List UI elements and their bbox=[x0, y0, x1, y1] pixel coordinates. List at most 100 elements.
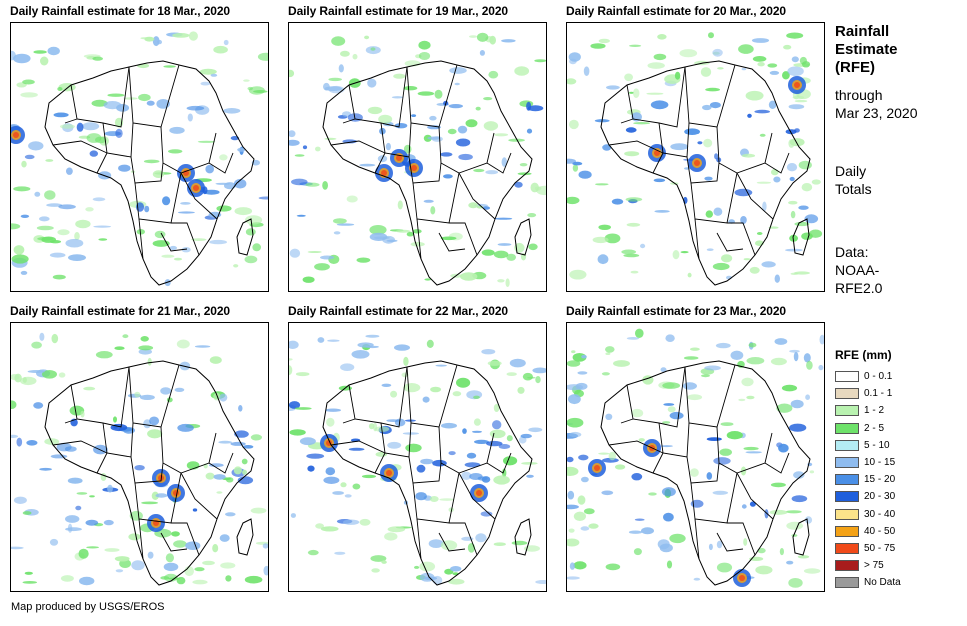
rainfall-patch bbox=[567, 504, 579, 510]
rainfall-patch bbox=[709, 102, 721, 109]
legend-label: 2 - 5 bbox=[864, 422, 885, 434]
rainfall-patch bbox=[216, 491, 223, 494]
rainfall-patch bbox=[457, 125, 468, 134]
rainfall-patch bbox=[778, 443, 789, 453]
rainfall-patch bbox=[13, 186, 31, 192]
rainfall-patch bbox=[663, 403, 675, 406]
rainfall-patch bbox=[11, 223, 21, 230]
rainfall-patch bbox=[771, 168, 779, 176]
rainfall-patch bbox=[13, 245, 25, 255]
country-border bbox=[620, 118, 634, 124]
rainfall-patch bbox=[394, 123, 408, 129]
rainfall-patch bbox=[359, 518, 371, 526]
rainfall-patch bbox=[626, 337, 640, 340]
legend-label: 30 - 40 bbox=[864, 508, 896, 520]
rainfall-patch bbox=[469, 473, 483, 480]
rainfall-patch bbox=[209, 239, 228, 245]
rainfall-patch bbox=[289, 139, 300, 146]
rainfall-patch bbox=[439, 498, 455, 501]
rainfall-patch bbox=[693, 577, 701, 581]
rainfall-patch bbox=[248, 86, 265, 95]
rainfall-patch bbox=[443, 174, 453, 179]
rainfall-patch bbox=[801, 232, 813, 240]
rainfall-patch bbox=[486, 440, 503, 447]
legend-swatch bbox=[835, 457, 859, 469]
heavy-rain-core bbox=[476, 490, 482, 496]
rainfall-patch bbox=[331, 36, 346, 46]
rainfall-patch bbox=[634, 518, 645, 521]
rainfall-patch bbox=[184, 566, 194, 577]
country-border bbox=[52, 140, 108, 154]
rainfall-patch bbox=[534, 59, 546, 63]
rainfall-patch bbox=[220, 562, 236, 569]
rainfall-patch bbox=[526, 474, 534, 478]
rainfall-patch bbox=[783, 44, 792, 50]
rainfall-patch bbox=[375, 451, 388, 457]
rainfall-patch bbox=[144, 205, 150, 213]
rainfall-patch bbox=[789, 176, 795, 182]
panel-title: Daily Rainfall estimate for 18 Mar., 202… bbox=[10, 4, 231, 18]
rainfall-patch bbox=[527, 105, 544, 112]
rainfall-patch bbox=[199, 68, 217, 75]
country-border bbox=[412, 472, 460, 524]
rainfall-patch bbox=[104, 548, 120, 552]
rainfall-patch bbox=[24, 154, 35, 160]
rainfall-patch bbox=[262, 543, 268, 549]
rainfall-patch bbox=[68, 254, 86, 261]
rainfall-patch bbox=[194, 567, 205, 572]
rainfall-patch bbox=[577, 495, 586, 505]
rainfall-patch bbox=[506, 253, 516, 261]
rainfall-patch bbox=[369, 232, 388, 241]
rainfall-patch bbox=[21, 160, 27, 168]
rainfall-patch bbox=[237, 147, 246, 152]
rainfall-patch bbox=[592, 236, 609, 244]
rainfall-patch bbox=[233, 264, 239, 268]
rainfall-patch bbox=[601, 490, 614, 496]
rainfall-patch bbox=[22, 377, 27, 383]
rainfall-patch bbox=[464, 462, 481, 468]
rainfall-patch bbox=[234, 178, 247, 189]
rainfall-patch bbox=[568, 52, 581, 62]
rainfall-patch bbox=[708, 32, 714, 39]
rainfall-patch bbox=[567, 538, 580, 547]
rainfall-patch bbox=[611, 198, 624, 205]
rainfall-patch bbox=[503, 456, 518, 466]
rainfall-patch bbox=[200, 81, 211, 86]
rainfall-patch bbox=[748, 342, 757, 348]
rainfall-patch bbox=[703, 138, 713, 148]
rainfall-patch bbox=[141, 501, 159, 505]
rainfall-patch bbox=[19, 376, 37, 386]
rainfall-patch bbox=[107, 93, 125, 97]
rainfall-patch bbox=[51, 333, 59, 344]
rainfall-patch bbox=[397, 200, 403, 210]
rainfall-map-22-mar bbox=[288, 322, 547, 592]
rainfall-patch bbox=[608, 451, 616, 461]
rainfall-patch bbox=[352, 483, 361, 490]
rainfall-patch bbox=[590, 43, 606, 49]
side-title: Rainfall Estimate (RFE) bbox=[835, 23, 955, 77]
rainfall-patch bbox=[440, 236, 457, 241]
legend-swatch bbox=[835, 422, 859, 434]
legend-item: 5 - 10 bbox=[835, 437, 901, 454]
rainfall-patch bbox=[361, 474, 377, 479]
rainfall-patch bbox=[140, 336, 149, 342]
country-border bbox=[408, 156, 442, 184]
country-border bbox=[374, 452, 386, 474]
rainfall-patch bbox=[791, 56, 799, 63]
rainfall-patch bbox=[440, 152, 453, 157]
rainfall-patch bbox=[115, 128, 123, 138]
rainfall-patch bbox=[134, 391, 141, 398]
rainfall-patch bbox=[567, 466, 579, 476]
rainfall-patch bbox=[767, 63, 778, 68]
rainfall-patch bbox=[567, 196, 580, 205]
heavy-rain-core bbox=[193, 185, 199, 191]
country-border bbox=[102, 122, 134, 158]
rainfall-patch bbox=[764, 509, 769, 519]
rainfall-patch bbox=[79, 576, 95, 586]
country-border bbox=[449, 222, 478, 256]
panel-title: Daily Rainfall estimate for 22 Mar., 202… bbox=[288, 304, 509, 318]
rainfall-patch bbox=[396, 229, 411, 233]
rainfall-patch bbox=[39, 332, 45, 341]
rainfall-patch bbox=[406, 231, 414, 237]
rainfall-patch bbox=[188, 31, 198, 41]
